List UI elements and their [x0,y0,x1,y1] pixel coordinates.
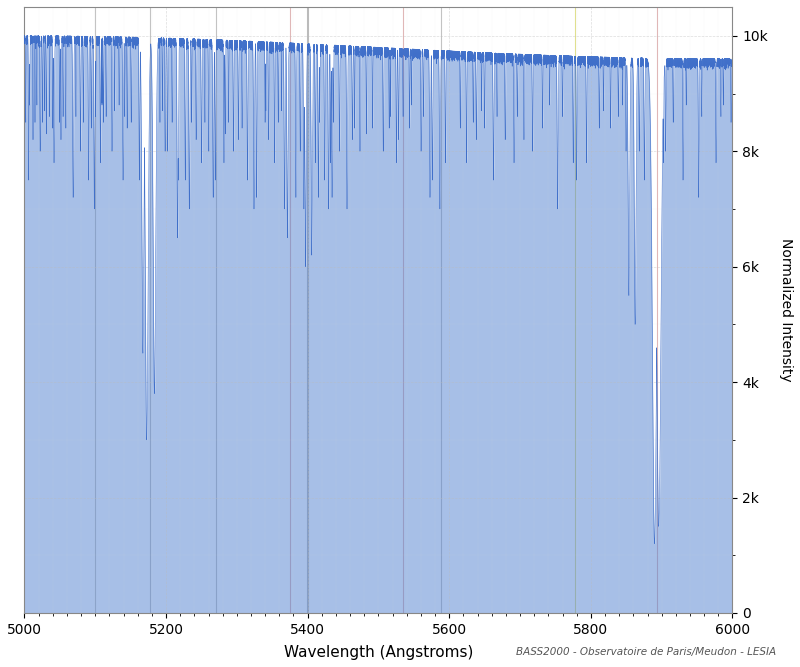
Text: BASS2000 - Observatoire de Paris/Meudon - LESIA: BASS2000 - Observatoire de Paris/Meudon … [516,647,776,657]
Y-axis label: Normalized Intensity: Normalized Intensity [779,238,793,382]
X-axis label: Wavelength (Angstroms): Wavelength (Angstroms) [284,645,473,660]
